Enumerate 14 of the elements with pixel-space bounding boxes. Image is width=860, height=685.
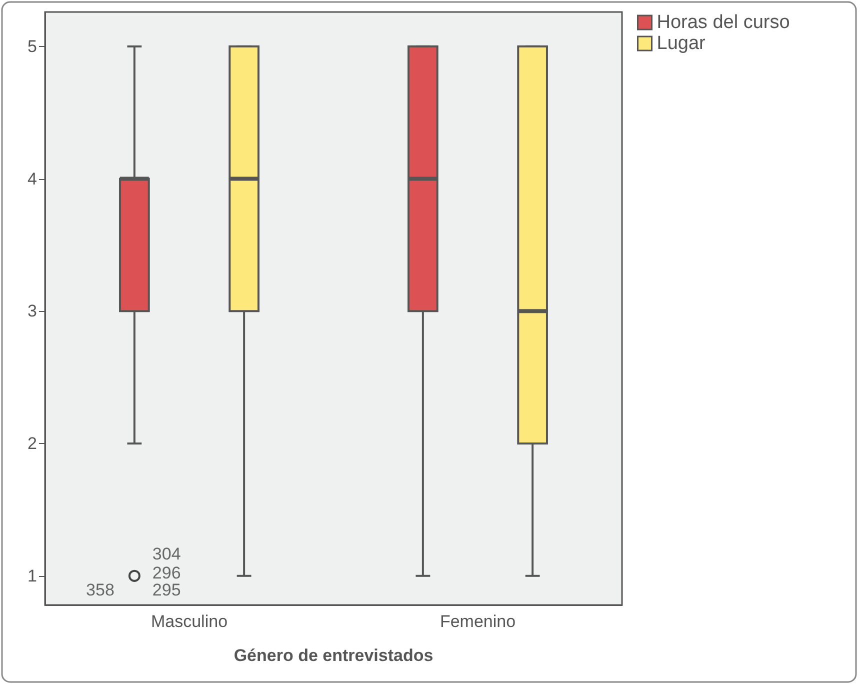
annotation: 304	[152, 544, 181, 564]
annotation: 296	[152, 563, 181, 582]
x-axis-title: Género de entrevistados	[234, 646, 434, 665]
y-tick-label: 4	[28, 169, 37, 188]
legend-label: Horas del curso	[656, 12, 790, 33]
x-tick-label: Masculino	[150, 612, 228, 631]
y-tick-label: 5	[28, 36, 37, 56]
legend-label: Lugar	[656, 33, 706, 54]
y-tick-label: 1	[28, 566, 37, 586]
annotation: 358	[86, 580, 114, 600]
x-tick-label: Femenino	[440, 612, 516, 631]
y-tick-label: 3	[28, 302, 37, 321]
annotation: 295	[152, 580, 181, 600]
y-tick-label: 2	[28, 434, 37, 454]
